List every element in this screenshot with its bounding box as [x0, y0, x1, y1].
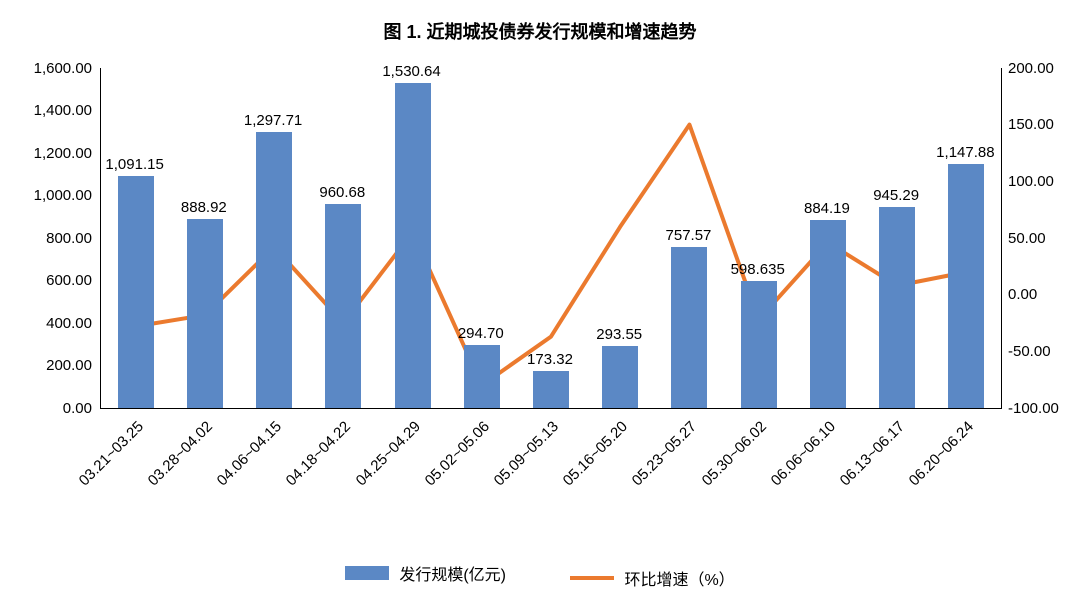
- y-left-tick-label: 600.00: [46, 272, 92, 289]
- legend-label-bars: 发行规模(亿元): [399, 561, 506, 585]
- y-right-tick-label: 50.00: [1008, 230, 1046, 247]
- bar-value-label: 294.70: [458, 325, 504, 342]
- y-left-tick-label: 1,000.00: [34, 187, 92, 204]
- legend-swatch-line: [570, 576, 614, 580]
- y-left-tick-label: 200.00: [46, 357, 92, 374]
- figure: 图 1. 近期城投债券发行规模和增速趋势 0.00 200.00 400.00 600…: [0, 0, 1080, 596]
- bar-value-label: 173.32: [527, 351, 573, 368]
- bar: [533, 371, 569, 408]
- y-left-tick-label: 1,600.00: [34, 60, 92, 77]
- y-right-tick-label: 150.00: [1008, 116, 1054, 133]
- bar-value-label: 1,530.64: [382, 63, 440, 80]
- y-left-tick-label: 400.00: [46, 315, 92, 332]
- bar-value-label: 1,147.88: [936, 144, 994, 161]
- y-right-tick-label: 200.00: [1008, 60, 1054, 77]
- legend-label-line: 环比增速（%）: [624, 566, 734, 590]
- bar: [187, 219, 223, 408]
- bar-value-label: 945.29: [873, 187, 919, 204]
- y-right-tick-label: -50.00: [1008, 343, 1051, 360]
- y-right-tick-label: 0.00: [1008, 286, 1037, 303]
- bar: [256, 132, 292, 408]
- legend-swatch-bar: [345, 566, 389, 580]
- bar-value-label: 884.19: [804, 200, 850, 217]
- bar: [118, 176, 154, 408]
- legend-item-line: 环比增速（%）: [570, 566, 734, 590]
- bar: [395, 83, 431, 408]
- y-right-tick-label: 100.00: [1008, 173, 1054, 190]
- y-right-tick-label: -100.00: [1008, 400, 1059, 417]
- y-left-tick-label: 0.00: [63, 400, 92, 417]
- chart-title: 图 1. 近期城投债券发行规模和增速趋势: [0, 18, 1080, 44]
- legend: 发行规模(亿元) 环比增速（%）: [0, 561, 1080, 590]
- bar: [325, 204, 361, 408]
- bar: [602, 346, 638, 408]
- bar-value-label: 1,297.71: [244, 112, 302, 129]
- y-left-tick-label: 800.00: [46, 230, 92, 247]
- bar-value-label: 757.57: [666, 227, 712, 244]
- y-left-tick-label: 1,400.00: [34, 102, 92, 119]
- bar-value-label: 888.92: [181, 199, 227, 216]
- bar-value-label: 1,091.15: [105, 156, 163, 173]
- bar: [810, 220, 846, 408]
- legend-item-bars: 发行规模(亿元): [345, 561, 506, 585]
- bar: [879, 207, 915, 408]
- bar: [464, 345, 500, 408]
- y-left-tick-label: 1,200.00: [34, 145, 92, 162]
- bar-value-label: 293.55: [596, 326, 642, 343]
- bar: [671, 247, 707, 408]
- bar-value-label: 598.635: [731, 261, 785, 278]
- bar: [741, 281, 777, 408]
- bar: [948, 164, 984, 408]
- bar-value-label: 960.68: [319, 184, 365, 201]
